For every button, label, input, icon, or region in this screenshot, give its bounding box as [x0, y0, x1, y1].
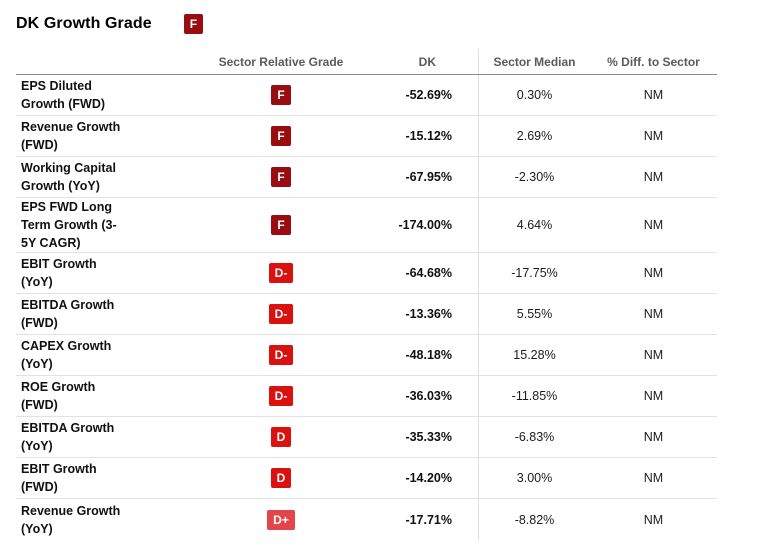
growth-grade-table: Sector Relative Grade DK Sector Median %…: [16, 49, 717, 540]
metric-label: ROE Growth (FWD): [21, 380, 96, 412]
table-row: Revenue Growth (YoY) D+ -17.71% -8.82% N…: [16, 499, 717, 540]
diff-value: NM: [643, 471, 664, 485]
dk-value: -15.12%: [405, 129, 452, 143]
sector-median-value: 5.55%: [516, 307, 553, 321]
table-row: EBIT Growth (FWD) D -14.20% 3.00% NM: [16, 458, 717, 499]
grade-badge: F: [271, 126, 291, 146]
diff-value: NM: [643, 307, 664, 321]
dk-value: -14.20%: [405, 471, 452, 485]
sector-median-value: -2.30%: [514, 170, 555, 184]
column-header-sector-median: Sector Median: [478, 49, 590, 74]
table-row: Revenue Growth (FWD) F -15.12% 2.69% NM: [16, 116, 717, 157]
table-row: ROE Growth (FWD) D- -36.03% -11.85% NM: [16, 376, 717, 417]
table-row: Working Capital Growth (YoY) F -67.95% -…: [16, 157, 717, 198]
diff-value: NM: [643, 88, 664, 102]
metric-label: EPS FWD Long Term Growth (3- 5Y CAGR): [21, 200, 117, 250]
metric-label: EBITDA Growth (YoY): [21, 421, 115, 453]
table-row: CAPEX Growth (YoY) D- -48.18% 15.28% NM: [16, 335, 717, 376]
grade-badge: F: [271, 167, 291, 187]
dk-value: -67.95%: [405, 170, 452, 184]
sector-median-value: 4.64%: [516, 218, 553, 232]
table-row: EBITDA Growth (YoY) D -35.33% -6.83% NM: [16, 417, 717, 458]
grade-badge: D: [270, 468, 292, 488]
column-header-dk: DK: [418, 54, 436, 69]
sector-median-value: -6.83%: [514, 430, 555, 444]
grade-badge: F: [271, 215, 291, 235]
sector-median-value: 3.00%: [516, 471, 553, 485]
table-row: EPS FWD Long Term Growth (3- 5Y CAGR) F …: [16, 198, 717, 253]
grade-badge: D: [270, 427, 292, 447]
metric-label: CAPEX Growth (YoY): [21, 339, 112, 371]
table-row: EBITDA Growth (FWD) D- -13.36% 5.55% NM: [16, 294, 717, 335]
column-header-diff-to-sector: % Diff. to Sector: [607, 54, 700, 69]
dk-value: -64.68%: [405, 266, 452, 280]
diff-value: NM: [643, 512, 664, 527]
diff-value: NM: [643, 430, 664, 444]
table-row: EBIT Growth (YoY) D- -64.68% -17.75% NM: [16, 253, 717, 294]
metric-label: Revenue Growth (YoY): [21, 503, 121, 536]
page-title: DK Growth Grade: [16, 15, 152, 32]
diff-value: NM: [643, 266, 664, 280]
diff-value: NM: [643, 170, 664, 184]
grade-badge: D-: [268, 345, 294, 365]
grade-badge: D-: [268, 304, 294, 324]
diff-value: NM: [643, 389, 664, 403]
metric-label: EBITDA Growth (FWD): [21, 298, 115, 330]
panel-header: DK Growth Grade F: [16, 13, 776, 35]
sector-median-value: -8.82%: [514, 512, 555, 527]
dk-value: -174.00%: [398, 218, 452, 232]
sector-median-value: 2.69%: [516, 129, 553, 143]
sector-median-value: -17.75%: [511, 266, 558, 280]
metric-label: EBIT Growth (FWD): [21, 462, 97, 494]
growth-grade-panel: DK Growth Grade F Sector Relative Grade …: [16, 13, 776, 540]
diff-value: NM: [643, 129, 664, 143]
metric-label: EPS Diluted Growth (FWD): [21, 79, 106, 111]
grade-badge: D-: [268, 386, 294, 406]
dk-value: -13.36%: [405, 307, 452, 321]
dk-value: -35.33%: [405, 430, 452, 444]
grade-badge: D-: [268, 263, 294, 283]
sector-median-value: 0.30%: [516, 88, 553, 102]
dk-value: -48.18%: [405, 348, 452, 362]
table-header-row: Sector Relative Grade DK Sector Median %…: [16, 49, 717, 75]
table-row: EPS Diluted Growth (FWD) F -52.69% 0.30%…: [16, 75, 717, 116]
metric-label: Revenue Growth (FWD): [21, 120, 121, 152]
grade-badge: D+: [267, 509, 295, 530]
diff-value: NM: [643, 348, 664, 362]
grade-badge: F: [271, 85, 291, 105]
sector-median-value: 15.28%: [513, 348, 556, 362]
column-header-sector-relative-grade: Sector Relative Grade: [218, 54, 344, 69]
sector-median-value: -11.85%: [511, 389, 558, 403]
metric-label: EBIT Growth (YoY): [21, 257, 97, 289]
dk-value: -36.03%: [405, 389, 452, 403]
metric-label: Working Capital Growth (YoY): [21, 161, 116, 193]
dk-value: -17.71%: [405, 512, 452, 527]
overall-grade-badge: F: [183, 14, 204, 34]
dk-value: -52.69%: [405, 88, 452, 102]
diff-value: NM: [643, 218, 664, 232]
table-body: EPS Diluted Growth (FWD) F -52.69% 0.30%…: [16, 75, 717, 540]
